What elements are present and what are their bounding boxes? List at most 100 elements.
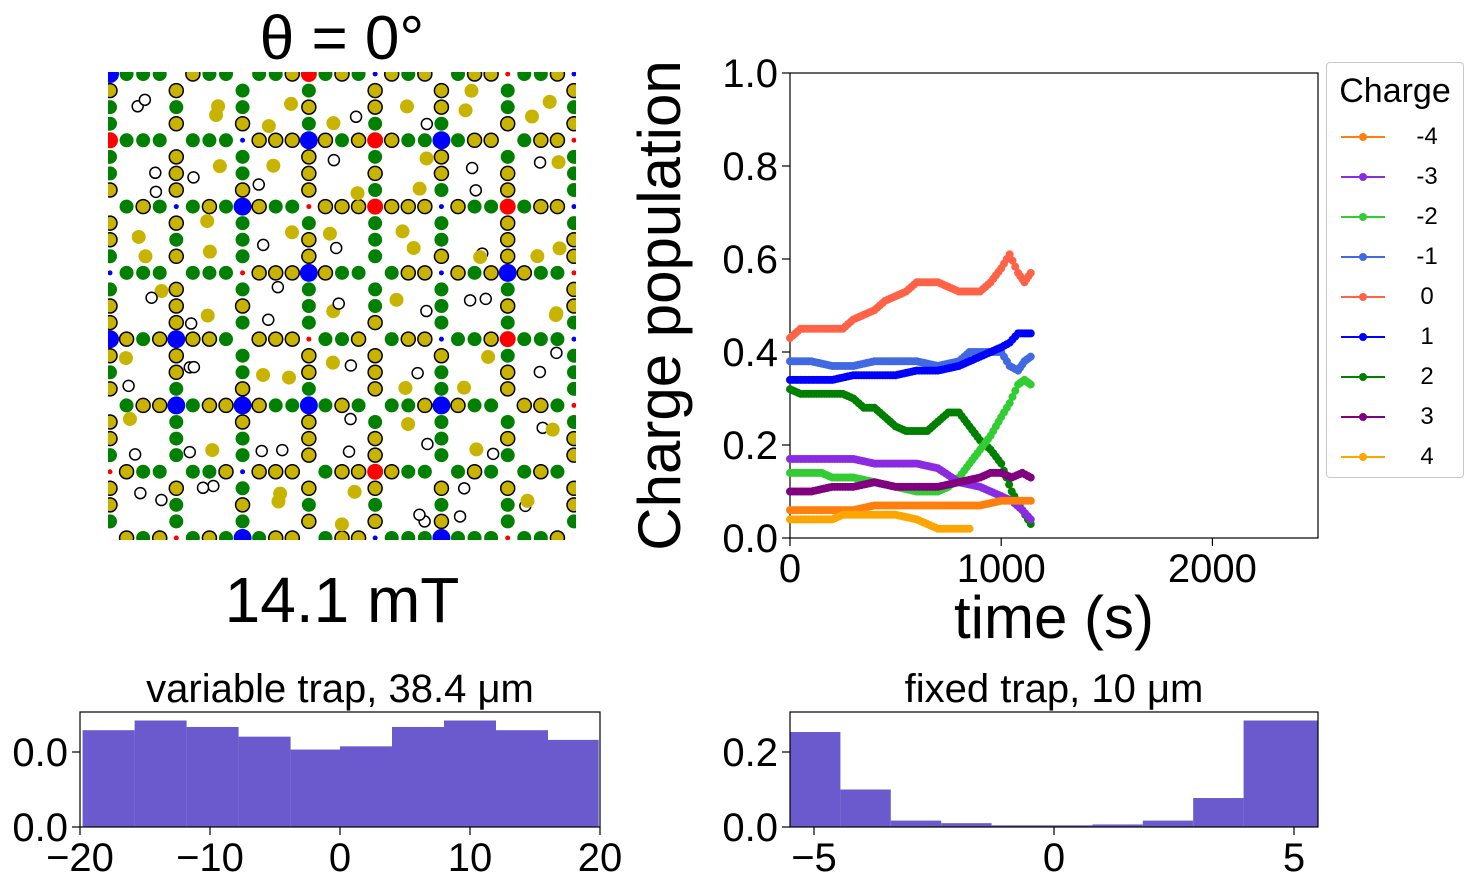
island-green <box>368 116 383 131</box>
vertex-charge-positive <box>367 198 384 215</box>
island-yellow <box>367 480 383 497</box>
island-green <box>567 381 576 396</box>
island-green <box>219 265 233 280</box>
island-yellow <box>108 215 118 231</box>
y-tick-label: 0.0 <box>12 731 68 775</box>
island-yellow <box>350 331 367 347</box>
island-green <box>301 381 316 396</box>
legend-marker <box>1359 453 1367 461</box>
island-yellow <box>566 248 576 265</box>
island-green <box>235 249 250 264</box>
empty-trap <box>344 359 358 372</box>
island-yellow <box>234 414 251 430</box>
island-yellow <box>367 165 383 182</box>
empty-trap <box>453 510 467 523</box>
island-green <box>533 265 548 280</box>
histogram-bar <box>1243 720 1294 827</box>
island-yellow <box>499 480 516 497</box>
lattice-title: θ = 0° <box>259 4 425 73</box>
vertex-charge-negative <box>167 396 186 415</box>
island-yellow <box>301 430 317 447</box>
particle <box>530 249 545 264</box>
empty-trap <box>420 304 433 318</box>
particle <box>122 411 137 426</box>
histogram-bar <box>82 730 135 827</box>
island-yellow <box>483 331 499 347</box>
charge-population-chart: 0.0 0.2 0.4 0.6 0.8 1.0 0 1000 2000 time (s) Charg… <box>626 55 1319 651</box>
island-green <box>484 464 499 479</box>
island-yellow <box>267 265 284 281</box>
island-green <box>467 531 482 540</box>
island-yellow <box>383 132 400 149</box>
island-green <box>219 72 233 81</box>
series-point-0 <box>1008 256 1017 265</box>
island-green <box>451 531 465 540</box>
particle <box>520 493 535 508</box>
vertex-charge-positive <box>300 72 317 82</box>
island-yellow <box>251 463 267 480</box>
vertex-charge-positive <box>367 463 384 480</box>
island-green <box>136 332 151 347</box>
vertex-charge-negative <box>108 72 119 83</box>
series-point-2 <box>1005 480 1014 489</box>
island-yellow <box>499 381 516 397</box>
legend-label: -2 <box>1416 203 1438 230</box>
empty-trap <box>207 479 220 493</box>
island-green <box>235 232 250 247</box>
island-yellow <box>383 463 400 480</box>
island-yellow <box>118 331 135 347</box>
island-yellow <box>284 530 301 540</box>
island-green <box>451 133 465 148</box>
island-green <box>108 249 117 264</box>
island-green <box>185 133 200 148</box>
vertex-charge-small <box>571 270 576 276</box>
island-yellow <box>350 530 367 540</box>
island-yellow <box>267 132 284 149</box>
island-green <box>119 398 134 413</box>
island-yellow <box>499 115 516 132</box>
x-tick-label: 1000 <box>957 547 1046 591</box>
island-yellow <box>168 347 185 364</box>
vertex-charge-small <box>571 336 576 342</box>
empty-trap <box>271 280 285 294</box>
island-yellow <box>301 149 317 165</box>
x-tick-label: 5 <box>1283 836 1305 880</box>
island-yellow <box>566 430 576 447</box>
vertex-charge-negative <box>432 529 451 540</box>
x-tick-label: 0 <box>329 836 351 880</box>
island-yellow <box>400 265 417 281</box>
histogram-bar <box>1092 824 1143 827</box>
island-green <box>567 514 576 529</box>
island-green <box>401 72 416 81</box>
island-green <box>185 265 200 280</box>
vertex-charge-negative <box>299 131 318 150</box>
island-green <box>219 332 233 347</box>
island-green <box>108 166 117 181</box>
histogram-title: variable trap, 38.4 μm <box>146 667 534 711</box>
island-yellow <box>499 248 516 265</box>
particle <box>350 186 365 201</box>
island-yellow <box>168 480 185 497</box>
island-green <box>268 398 283 413</box>
particle <box>549 306 564 321</box>
island-yellow <box>450 397 466 414</box>
island-yellow <box>549 530 566 540</box>
particle <box>200 214 215 229</box>
x-tick-label: −20 <box>46 836 114 880</box>
island-green <box>368 282 383 297</box>
empty-trap <box>533 156 547 169</box>
series-point--2 <box>1005 399 1014 408</box>
island-green <box>136 531 151 540</box>
island-yellow <box>499 215 516 231</box>
island-green <box>384 398 399 413</box>
island-green <box>434 315 449 330</box>
island-green <box>550 332 565 347</box>
island-green <box>384 332 399 347</box>
island-green <box>169 448 184 463</box>
empty-trap <box>134 486 147 500</box>
histogram-bar <box>290 749 340 827</box>
island-yellow <box>218 463 234 480</box>
empty-trap <box>252 178 266 191</box>
y-tick-label: 0.0 <box>12 806 68 850</box>
island-yellow <box>284 463 301 480</box>
